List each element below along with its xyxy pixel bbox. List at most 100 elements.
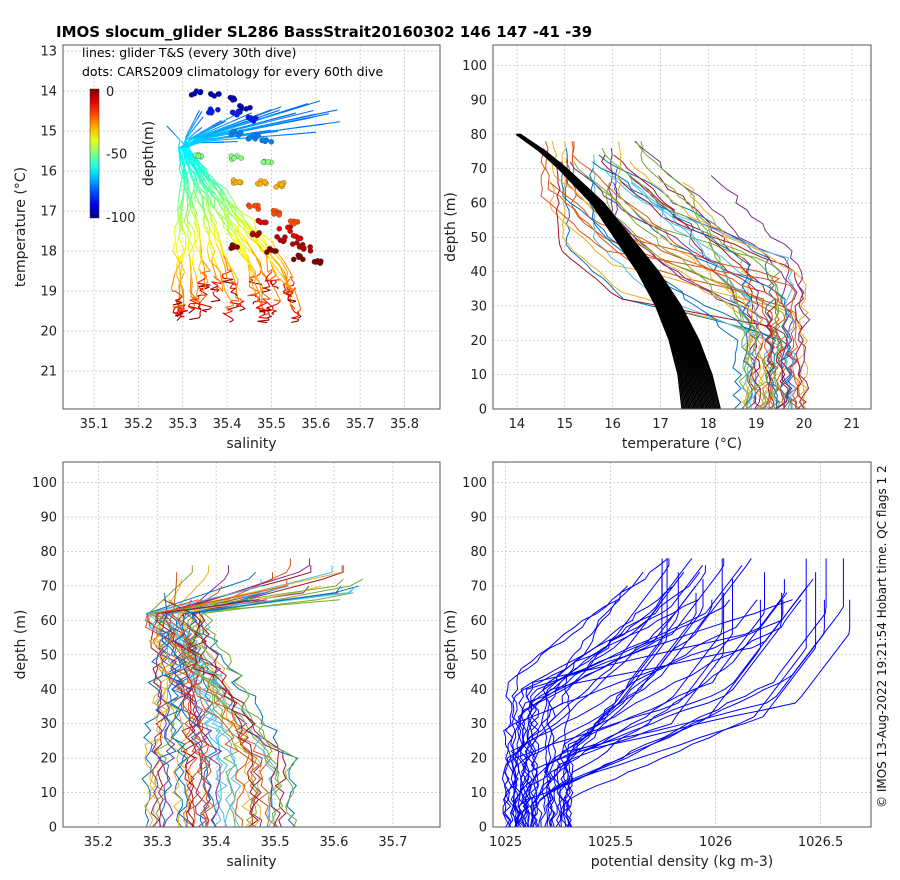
climatology-dot [276,212,282,218]
ts-line-segment [199,238,203,249]
x-tick-label: 1025.5 [588,835,634,850]
x-tick-label: 35.3 [143,835,172,850]
y-tick-label: 50 [470,648,487,663]
y-tick-label: 40 [470,265,487,280]
ts-line-segment [273,259,285,272]
ts-line-segment [172,250,181,263]
density-profile [547,585,628,827]
ts-line-segment [205,204,211,215]
panel-salinity-depth: 35.2 35.3 35.4 35.5 35.6 35.7 0 10 20 30 40 50 60 70 8… [13,461,441,870]
ts-line-segment [232,299,240,302]
y-tick-label: 90 [470,93,487,108]
climatology-dot [237,129,244,136]
plot-frame [62,44,441,410]
climatology-dot [263,219,269,226]
ts-line-segment [246,129,271,135]
ts-line-segment [268,274,277,282]
ts-line-segment [206,248,210,260]
temperature-profile [549,182,809,409]
ts-line-segment [181,247,187,261]
ts-line-segment [258,280,263,293]
ts-line-segment [199,126,212,134]
ts-line-segment [229,299,233,304]
ts-line-segment [251,251,261,263]
ts-line-segment [191,249,195,263]
ts-line-segment [187,303,191,307]
y-tick-label: 21 [40,365,57,380]
ts-line-segment [188,310,193,314]
climatology-dot [230,128,236,135]
ts-line-segment [229,284,234,289]
ts-line-segment [173,216,182,229]
density-profile [529,592,697,827]
ts-line-segment [225,310,233,315]
temperature-profile [658,175,758,409]
salinity-profile [141,599,254,827]
climatology-dot [215,106,221,113]
ts-line-segment [271,264,279,278]
ts-line-segment [174,312,184,317]
ts-line-segment [184,137,189,149]
x-axis-label: salinity [226,436,276,452]
ts-line-segment [221,277,226,291]
ts-line-segment [216,212,227,227]
glider-salinity-profiles [141,558,364,827]
ts-line-segment [209,214,213,225]
ts-line-segment [186,218,196,232]
density-profile [549,579,785,827]
ts-line-segment [211,299,221,303]
ts-line-segment [280,260,288,273]
x-tick-label: 35.6 [319,835,348,850]
ts-line-segment [284,287,290,294]
salinity-profile [161,592,189,827]
ts-line-segment [189,317,200,321]
salinity-profile [181,565,344,827]
climatology-dot [289,241,296,247]
ts-line-segment [265,277,268,281]
climatology-dot [208,91,214,98]
ts-line-segment [210,231,221,244]
ts-line-segment [229,212,241,227]
ts-line-segment [190,156,204,168]
ts-line-segment [220,254,226,266]
y-tick-label: 70 [470,162,487,177]
x-axis-label: potential density (kg m-3) [591,854,773,870]
climatology-dot [274,234,280,240]
y-tick-label: 0 [479,403,487,418]
ts-line-segment [273,103,309,116]
y-tick-label: 100 [462,476,487,491]
y-tick-label: 20 [40,325,57,340]
ts-line-segment [216,195,222,209]
ts-line-segment [240,251,250,266]
density-profile [553,558,668,827]
ts-line-segment [217,286,224,292]
plot-frame [62,461,441,828]
ts-line-segment [185,158,191,171]
ts-line-segment [210,185,226,197]
ts-line-segment [187,183,190,196]
y-tick-label: 80 [40,545,57,560]
ts-line-segment [272,269,277,276]
density-profile [529,585,697,827]
y-tick-label: 19 [40,285,57,300]
ts-line-segment [197,172,206,186]
salinity-profile [154,579,288,827]
ts-line-segment [219,243,226,256]
ts-line-segment [170,274,176,289]
ts-line-segment [213,294,219,300]
ts-line-segment [238,233,246,247]
ts-line-segment [264,287,271,291]
temperature-profile [611,175,753,409]
ts-line-segment [176,197,180,210]
ts-line-segment [289,276,295,285]
ts-line-segment [173,228,176,240]
y-tick-label: 13 [40,45,57,60]
x-tick-label: 1026 [699,835,732,850]
ts-line-segment [211,281,222,285]
climatology-dot [231,155,237,161]
ts-line-segment [224,265,228,278]
ts-line-segment [194,129,214,139]
ts-line-segment [196,172,203,186]
ts-line-segment [230,287,236,293]
